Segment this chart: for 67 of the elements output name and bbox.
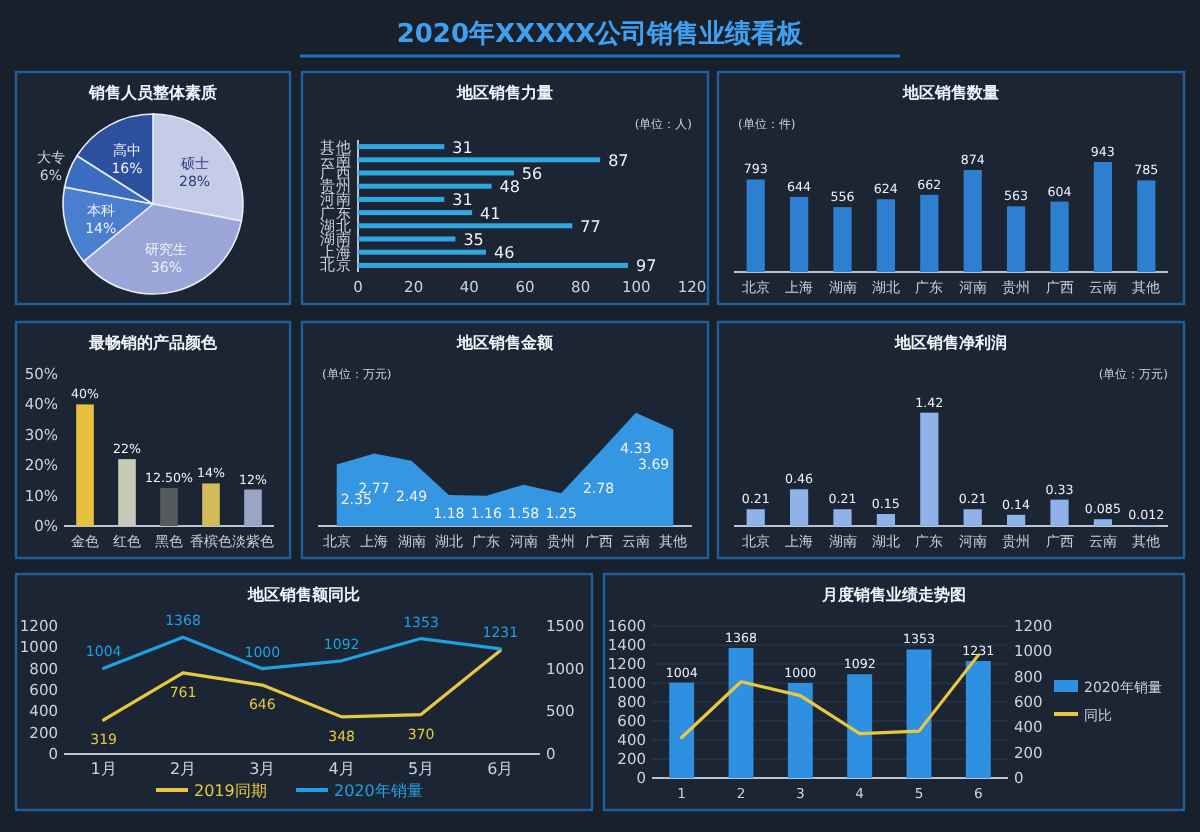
data-label: 41 — [480, 204, 501, 223]
data-label: 46 — [494, 244, 515, 263]
bar — [358, 249, 487, 255]
bar — [833, 509, 852, 526]
chart-title: 月度销售业绩走势图 — [820, 584, 966, 604]
bar — [746, 509, 765, 526]
x-tick-label: 1月 — [90, 760, 117, 778]
bar — [1137, 180, 1156, 272]
bar — [787, 683, 813, 778]
bar — [1006, 514, 1026, 526]
bar — [876, 199, 896, 272]
bar — [358, 236, 456, 242]
bar — [118, 459, 136, 526]
chart-title: 最畅销的产品颜色 — [87, 334, 219, 352]
chart-title: 地区销售金额 — [455, 334, 555, 352]
data-label: 35 — [463, 231, 484, 249]
x-tick-label: 6月 — [487, 760, 514, 778]
chart-title: 地区销售力量 — [455, 84, 553, 102]
bar — [358, 223, 573, 229]
bar — [1006, 206, 1026, 272]
data-label: 97 — [635, 257, 657, 276]
bar — [920, 412, 939, 526]
data-label: 56 — [521, 165, 543, 183]
chart-title: 地区销售净利润 — [893, 332, 1007, 352]
data-label: 48 — [499, 178, 520, 197]
data-label: 31 — [452, 191, 473, 210]
bar — [358, 183, 492, 189]
x-tick-label: 5月 — [407, 760, 435, 778]
bar — [963, 170, 982, 272]
bar — [963, 509, 982, 526]
bar — [358, 144, 445, 150]
bar — [160, 488, 178, 526]
x-tick-label: 4月 — [328, 760, 355, 778]
bar — [920, 194, 939, 272]
bar — [669, 682, 695, 778]
bar — [906, 649, 932, 778]
chart-title: 地区销售数量 — [901, 84, 999, 102]
x-tick-label: 3月 — [249, 760, 276, 778]
text: 2020年XXXXX公司销售业绩看板 — [396, 18, 806, 50]
bar — [965, 661, 991, 778]
bar — [76, 404, 94, 526]
bar — [358, 262, 628, 268]
bar — [789, 489, 809, 526]
bar — [244, 489, 262, 526]
bar — [1050, 201, 1069, 272]
x-tick-label: 2月 — [169, 760, 197, 778]
chart-title: 地区销售额同比 — [246, 586, 360, 604]
data-label: 31 — [452, 138, 473, 157]
bar — [746, 179, 765, 272]
bar — [1093, 162, 1113, 272]
bar — [833, 207, 852, 272]
bar — [358, 196, 445, 202]
data-label: 77 — [580, 217, 601, 236]
bar — [358, 210, 473, 216]
bar — [1093, 519, 1113, 526]
bar — [728, 648, 754, 778]
legend-label: 2019同期 — [194, 782, 267, 800]
bar — [876, 514, 896, 526]
bar — [789, 196, 809, 272]
legend-label: 2020年销量 — [334, 782, 423, 800]
data-label: 87 — [608, 151, 629, 170]
bar — [202, 483, 220, 526]
bar — [847, 674, 873, 778]
bar — [358, 157, 601, 163]
chart-title: 销售人员整体素质 — [87, 84, 217, 102]
bar — [358, 170, 514, 176]
bar — [1050, 499, 1069, 526]
